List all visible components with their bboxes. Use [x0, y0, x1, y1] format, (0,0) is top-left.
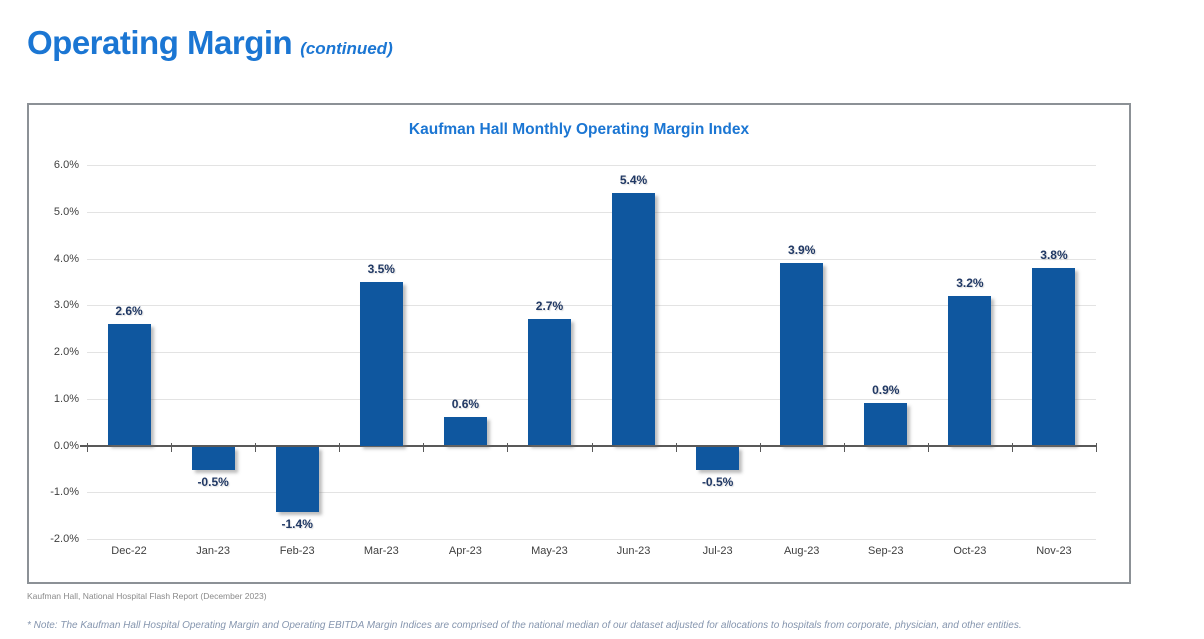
gridline — [87, 258, 1096, 260]
y-tick-label: 2.0% — [53, 346, 79, 358]
bar — [191, 446, 235, 470]
bar-value-label: 5.4% — [619, 173, 648, 188]
bar-value-label: 3.2% — [956, 275, 984, 290]
axis-tick — [339, 442, 341, 452]
bar-value-label: -0.5% — [197, 474, 229, 489]
axis-tick — [675, 442, 677, 452]
footnote: * Note: The Kaufman Hall Hospital Operat… — [27, 620, 1022, 631]
x-tick-label: Jul-23 — [702, 545, 733, 557]
gridline — [87, 398, 1096, 400]
bar — [443, 417, 487, 446]
bar-value-label: 2.7% — [535, 299, 564, 314]
bar-value-label: 3.8% — [1040, 247, 1068, 262]
bar — [107, 323, 151, 446]
bar — [696, 446, 740, 470]
x-tick-label: Oct-23 — [953, 545, 987, 557]
axis-tick — [255, 442, 257, 452]
y-tick-label: 3.0% — [53, 299, 79, 312]
axis-tick — [927, 442, 929, 452]
y-tick-label: 0.0% — [53, 439, 79, 452]
axis-tick — [507, 442, 509, 452]
gridline — [87, 539, 1096, 540]
chart-title: Kaufman Hall Monthly Operating Margin In… — [408, 121, 750, 138]
x-tick-label: Jun-23 — [616, 545, 651, 557]
gridline — [87, 305, 1096, 307]
y-tick-label: -2.0% — [50, 533, 79, 545]
bar-value-label: 0.9% — [872, 383, 900, 398]
y-tick-label: -1.0% — [50, 486, 79, 499]
axis-tick — [591, 442, 593, 452]
y-tick-label: 6.0% — [53, 159, 79, 171]
bar — [780, 263, 824, 446]
gridline — [87, 211, 1096, 213]
y-tick-label: 5.0% — [53, 205, 79, 218]
axis-tick — [843, 442, 845, 452]
x-tick-label: Aug-23 — [783, 545, 820, 557]
bar — [1032, 267, 1076, 446]
bar-value-label: 2.6% — [115, 303, 143, 318]
bar — [275, 446, 319, 512]
x-tick-label: Sep-23 — [868, 545, 904, 557]
bar-value-label: 3.5% — [367, 261, 395, 276]
bar-value-label: -1.4% — [281, 516, 313, 531]
chart-box: Kaufman Hall Monthly Operating Margin In… — [27, 103, 1131, 584]
gridline — [87, 165, 1096, 166]
axis-tick — [759, 442, 761, 452]
gridline — [87, 352, 1096, 353]
page-title: Operating Margin (continued) — [27, 24, 393, 62]
x-tick-label: Jan-23 — [196, 545, 230, 557]
x-tick-label: Dec-22 — [111, 545, 147, 557]
bar-value-label: -0.5% — [701, 474, 734, 489]
bar — [359, 281, 403, 446]
source-citation: Kaufman Hall, National Hospital Flash Re… — [27, 591, 267, 601]
bar — [864, 403, 908, 446]
axis-tick — [171, 442, 173, 452]
axis-tick — [87, 442, 88, 452]
bar-value-label: 3.9% — [788, 243, 816, 258]
bar — [527, 319, 571, 446]
x-tick-label: Apr-23 — [448, 545, 482, 557]
page-title-text: Operating Margin — [27, 24, 293, 61]
axis-tick — [1011, 442, 1013, 452]
axis-tick — [423, 442, 425, 452]
bar-value-label: 0.6% — [451, 397, 480, 412]
y-tick-label: 4.0% — [53, 252, 79, 265]
bar — [948, 295, 992, 446]
x-tick-label: Feb-23 — [279, 545, 315, 557]
page-title-suffix: (continued) — [300, 39, 393, 58]
x-tick-label: Nov-23 — [1036, 545, 1072, 557]
gridline — [87, 492, 1096, 494]
y-tick-label: 1.0% — [53, 392, 79, 405]
x-tick-label: May-23 — [531, 545, 568, 557]
axis-tick — [1096, 442, 1097, 452]
x-tick-label: Mar-23 — [363, 545, 399, 557]
bar — [612, 193, 656, 446]
y-axis-zero-tick — [80, 444, 87, 447]
